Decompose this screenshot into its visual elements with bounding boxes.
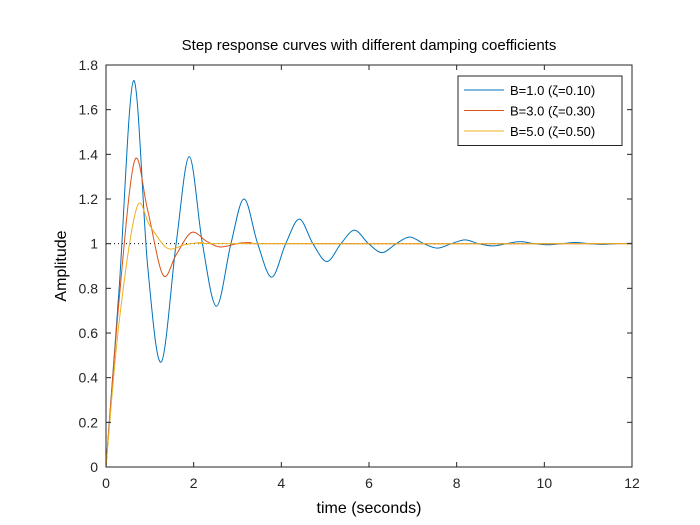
y-tick-label: 0.4 [79,370,99,386]
x-tick-label: 10 [537,475,553,491]
series-line-3 [105,202,633,468]
ticks-layer: 0 2 4 6 8 10 12 0 0.2 0.4 0.6 0.8 1 1.2 1.4 1.6 1.8 [79,57,640,491]
series-layer [105,80,633,468]
legend-entry: B=5.0 (ζ=0.50) [510,124,595,139]
y-tick-label: 0.6 [79,325,99,341]
legend-entry: B=3.0 (ζ=0.30) [510,104,595,119]
x-axis-label: time (seconds) [317,500,422,517]
y-tick-label: 1.6 [79,102,99,118]
y-tick-label: 1.4 [79,146,99,162]
x-tick-label: 0 [102,475,110,491]
y-tick-label: 0.2 [79,414,99,430]
chart-title: Step response curves with different damp… [182,37,557,54]
y-tick-label: 0.8 [79,280,99,296]
y-tick-label: 0 [90,459,98,475]
legend: B=1.0 (ζ=0.10) B=3.0 (ζ=0.30) B=5.0 (ζ=0.5… [457,75,623,146]
y-tick-label: 1 [90,236,98,252]
x-tick-label: 2 [190,475,198,491]
y-tick-label: 1.8 [79,57,99,73]
x-tick-label: 8 [453,475,461,491]
x-tick-label: 12 [624,475,640,491]
y-axis-label: Amplitude [53,230,70,301]
x-tick-label: 6 [365,475,373,491]
legend-entry: B=1.0 (ζ=0.10) [510,83,595,98]
x-tick-label: 4 [277,475,285,491]
y-tick-label: 1.2 [79,191,99,207]
